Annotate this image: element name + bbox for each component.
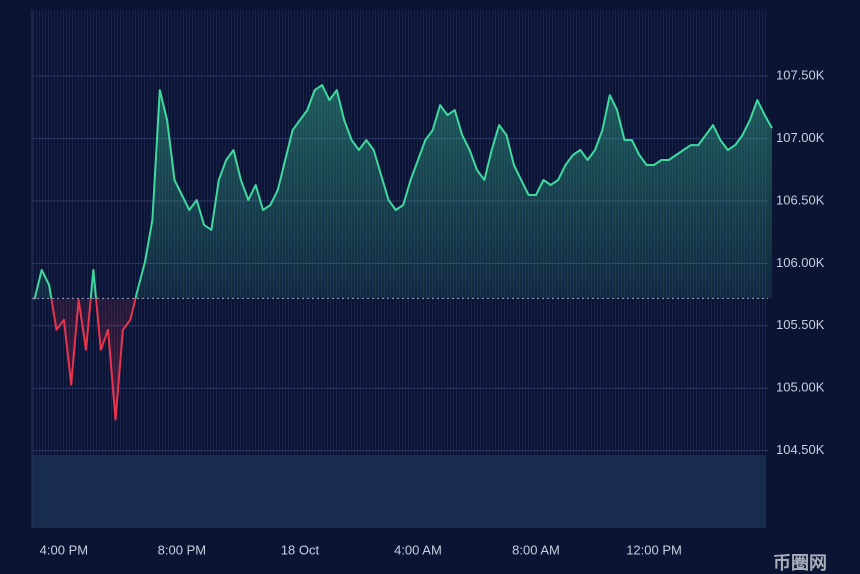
watermark: 币圈网 bbox=[773, 553, 827, 573]
x-tick-label: 8:00 AM bbox=[512, 542, 560, 557]
y-tick-label: 106.50K bbox=[776, 192, 825, 207]
x-tick-label: 8:00 PM bbox=[158, 542, 206, 557]
y-tick-label: 105.50K bbox=[776, 317, 825, 332]
volume-area bbox=[32, 455, 766, 528]
y-tick-label: 105.00K bbox=[776, 380, 825, 395]
y-tick-label: 107.00K bbox=[776, 130, 825, 145]
price-area bbox=[34, 85, 772, 420]
x-tick-label: 4:00 PM bbox=[40, 542, 88, 557]
y-tick-label: 106.00K bbox=[776, 255, 825, 270]
x-tick-label: 18 Oct bbox=[281, 542, 320, 557]
x-tick-label: 4:00 AM bbox=[394, 542, 442, 557]
y-tick-label: 104.50K bbox=[776, 442, 825, 457]
price-line bbox=[33, 84, 773, 421]
y-tick-label: 107.50K bbox=[776, 68, 825, 83]
x-tick-label: 12:00 PM bbox=[626, 542, 682, 557]
